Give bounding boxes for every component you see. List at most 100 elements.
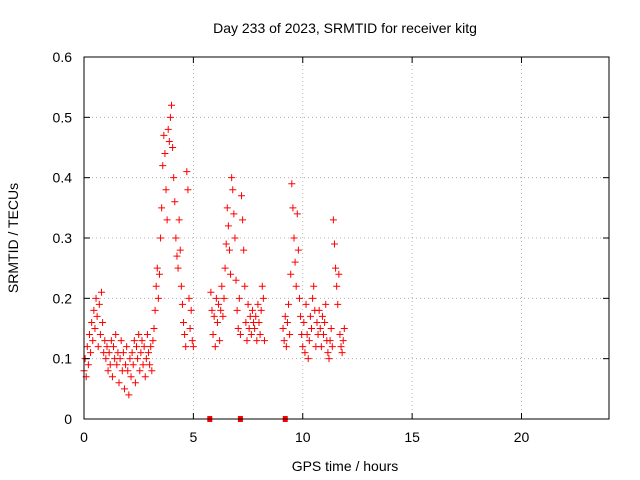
- data-point: [295, 294, 303, 302]
- x-tick-label: 10: [295, 429, 311, 445]
- data-point: [187, 306, 195, 314]
- data-point: [322, 300, 330, 308]
- data-point: [330, 240, 338, 248]
- data-point: [255, 318, 263, 326]
- data-point: [152, 282, 160, 290]
- data-point: [146, 361, 154, 369]
- data-point: [239, 216, 247, 224]
- data-point: [225, 246, 233, 254]
- data-point: [253, 337, 261, 345]
- data-point: [106, 361, 114, 369]
- data-point: [115, 379, 123, 387]
- data-point: [165, 137, 173, 145]
- data-point: [326, 337, 334, 345]
- data-point: [142, 355, 150, 363]
- data-point: [84, 361, 92, 369]
- data-point: [136, 367, 144, 375]
- data-point: [151, 306, 159, 314]
- data-point: [215, 300, 223, 308]
- x-tick-label: 20: [514, 429, 530, 445]
- data-point: [155, 270, 163, 278]
- data-point: [294, 246, 302, 254]
- data-point: [308, 325, 315, 332]
- data-point: [124, 367, 132, 375]
- data-point: [241, 282, 249, 290]
- y-tick-label: 0.3: [53, 230, 73, 246]
- data-point: [248, 306, 256, 314]
- data-point: [233, 306, 241, 314]
- data-point: [128, 349, 136, 357]
- data-point: [113, 361, 121, 369]
- y-axis-label: SRMTID / TECUs: [5, 183, 21, 293]
- data-point: [120, 385, 128, 393]
- data-point: [309, 294, 317, 302]
- data-point: [328, 343, 336, 351]
- data-point: [183, 168, 191, 176]
- data-point: [299, 343, 307, 351]
- data-point: [173, 252, 181, 260]
- y-tick-label: 0.1: [53, 351, 73, 367]
- data-point: [259, 294, 267, 302]
- data-point: [143, 331, 151, 339]
- data-point: [325, 355, 333, 363]
- data-point: [334, 300, 342, 308]
- data-point: [174, 264, 182, 272]
- data-point: [243, 337, 251, 345]
- data-point: [96, 331, 104, 339]
- data-point: [150, 325, 158, 332]
- data-point: [339, 337, 347, 345]
- data-point: [89, 337, 97, 345]
- data-point: [327, 325, 335, 332]
- data-point: [186, 325, 194, 332]
- data-point: [134, 355, 142, 363]
- data-point: [178, 300, 186, 308]
- x-tick-label: 15: [404, 429, 420, 445]
- data-point: [210, 312, 218, 320]
- data-point: [169, 144, 177, 151]
- data-point: [238, 192, 245, 200]
- data-point: [211, 343, 219, 351]
- data-point: [98, 288, 105, 296]
- data-point: [224, 222, 232, 230]
- data-point: [335, 270, 343, 278]
- data-point: [321, 318, 329, 326]
- data-point: [95, 300, 103, 308]
- data-point: [223, 204, 231, 212]
- data-point: [232, 276, 240, 284]
- data-point: [129, 361, 137, 369]
- data-point: [91, 325, 99, 332]
- data-point: [92, 294, 100, 302]
- data-point: [305, 337, 313, 345]
- data-point: [172, 234, 180, 242]
- data-point: [163, 216, 171, 224]
- data-point: [127, 373, 135, 381]
- data-point: [282, 343, 290, 351]
- data-point: [338, 349, 346, 357]
- data-point: [85, 331, 93, 339]
- data-points: [80, 101, 348, 399]
- data-point: [281, 312, 289, 320]
- data-point: [231, 234, 239, 242]
- data-point: [260, 337, 268, 345]
- data-point: [123, 343, 131, 351]
- data-point: [222, 240, 230, 248]
- data-point: [220, 294, 228, 302]
- y-tick-label: 0.4: [53, 170, 73, 186]
- data-point: [244, 300, 252, 308]
- data-point: [105, 349, 113, 357]
- data-point: [291, 258, 299, 266]
- data-point: [175, 216, 183, 224]
- data-point: [252, 312, 260, 320]
- y-tick-label: 0.5: [53, 109, 73, 125]
- data-point: [336, 331, 344, 339]
- data-point: [161, 150, 169, 158]
- data-point: [218, 282, 226, 290]
- data-point: [213, 318, 221, 326]
- data-point: [317, 343, 325, 351]
- data-point: [279, 325, 287, 332]
- data-point: [297, 312, 305, 320]
- data-point: [117, 337, 125, 345]
- data-point: [333, 282, 341, 290]
- data-point: [104, 367, 112, 375]
- data-point: [126, 355, 134, 363]
